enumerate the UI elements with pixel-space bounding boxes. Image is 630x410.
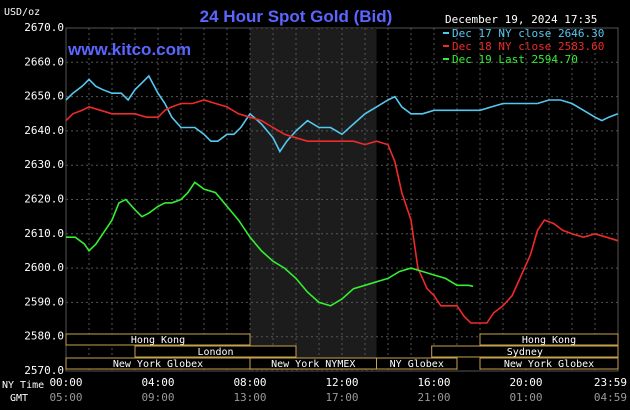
y-tick-label: 2610.0	[24, 227, 64, 240]
ny-tick-label: 04:00	[141, 376, 174, 389]
y-tick-label: 2630.0	[24, 158, 64, 171]
session-label: Sydney	[507, 347, 543, 358]
ny-tick-label: 23:59	[594, 376, 627, 389]
session-label: Hong Kong	[522, 335, 576, 346]
time-axis: NY Time GMT 00:00 05:00 04:00 09:00 08:00 13:00…	[2, 376, 627, 404]
legend-label: Dec 18 NY close 2583.60	[452, 40, 604, 53]
gmt-time-label: GMT	[10, 393, 28, 404]
series-line-dec-19	[66, 181, 474, 307]
y-tick-label: 2650.0	[24, 90, 64, 103]
session-label: New York Globex	[113, 359, 203, 370]
ny-tick-label: 00:00	[49, 376, 82, 389]
ny-tick-label: 16:00	[417, 376, 450, 389]
y-axis-tick-labels: 2670.0 2660.0 2650.0 2640.0 2630.0 2620.0 2610…	[24, 21, 64, 377]
gmt-tick-label: 21:00	[417, 391, 450, 404]
gmt-tick-label: 09:00	[141, 391, 174, 404]
y-tick-label: 2640.0	[24, 124, 64, 137]
ny-tick-label: 08:00	[233, 376, 266, 389]
session-label: NY Globex	[390, 359, 444, 370]
gmt-tick-label: 05:00	[49, 391, 82, 404]
session-label: New York Globex	[504, 359, 594, 370]
gmt-tick-label: 04:59	[594, 391, 627, 404]
ny-time-label: NY Time	[2, 380, 44, 391]
legend-label: Dec 19 Last 2594.70	[452, 53, 578, 66]
session-box	[134, 345, 297, 358]
session-box	[479, 333, 619, 346]
session-box	[65, 333, 251, 346]
gmt-tick-label: 01:00	[509, 391, 542, 404]
y-tick-label: 2660.0	[24, 55, 64, 68]
session-box	[479, 357, 619, 370]
ny-tick-label: 20:00	[509, 376, 542, 389]
y-tick-label: 2570.0	[24, 364, 64, 377]
session-label: London	[197, 347, 233, 358]
price-series	[65, 74, 619, 324]
units-label: USD/oz	[4, 7, 40, 18]
website-label: www.kitco.com	[67, 40, 191, 59]
series-line-dec-17	[65, 74, 619, 154]
series-line-dec-18	[65, 99, 619, 324]
gmt-tick-label: 17:00	[325, 391, 358, 404]
gridlines	[65, 27, 619, 372]
y-tick-label: 2590.0	[24, 295, 64, 308]
session-label: New York NYMEX	[271, 359, 355, 370]
ny-tick-label: 12:00	[325, 376, 358, 389]
gmt-tick-label: 13:00	[233, 391, 266, 404]
y-tick-label: 2620.0	[24, 193, 64, 206]
timestamp: December 19, 2024 17:35	[445, 13, 597, 26]
legend-label: Dec 17 NY close 2646.30	[452, 27, 604, 40]
chart-title: 24 Hour Spot Gold (Bid)	[200, 7, 393, 26]
y-tick-label: 2670.0	[24, 21, 64, 34]
session-box	[431, 345, 619, 358]
session-label: Hong Kong	[131, 335, 185, 346]
y-tick-label: 2580.0	[24, 330, 64, 343]
session-box	[376, 357, 458, 370]
y-tick-label: 2600.0	[24, 261, 64, 274]
